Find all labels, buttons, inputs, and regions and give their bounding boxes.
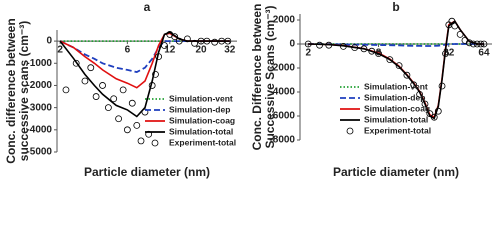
data-point [72, 59, 80, 67]
data-point [115, 115, 123, 123]
x-axis-label: Particle diameter (nm) [333, 165, 459, 179]
data-point [430, 113, 438, 121]
figure: a Particle diameter (nm) Conc. difference … [4, 0, 492, 179]
data-point [62, 86, 70, 94]
data-point [465, 39, 473, 47]
y-tick-label: 0 [46, 36, 52, 47]
data-point [99, 82, 106, 89]
y-tick-label: -2000 [26, 80, 52, 91]
x-tick-label: 6 [125, 45, 131, 56]
y-axis-label: successive scans (cm⁻³) [17, 21, 31, 161]
data-point [81, 77, 89, 85]
data-point [410, 81, 418, 89]
data-point [119, 86, 127, 94]
data-point [104, 104, 112, 112]
x-tick-label: 32 [224, 45, 236, 56]
legend-label: Simulation-dep [169, 104, 230, 114]
data-point [152, 70, 159, 78]
x-axis-label: Particle diameter (nm) [84, 165, 210, 179]
data-point [426, 110, 434, 117]
data-point [416, 91, 424, 98]
legend-label: Simulation-vent [364, 81, 428, 91]
data-point [211, 38, 219, 46]
data-point [375, 50, 382, 57]
x-tick-label: 20 [195, 45, 207, 56]
legend-label: Experiment-total [364, 125, 431, 135]
data-point [87, 64, 95, 72]
data-point [451, 22, 459, 30]
data-point [224, 37, 232, 45]
y-tick-label: -8000 [269, 135, 295, 146]
data-point [128, 99, 136, 107]
x-tick-label: 32 [443, 48, 455, 59]
data-point [403, 71, 411, 79]
chart-title: a [144, 0, 151, 14]
data-point [133, 121, 141, 129]
y-tick-label: 0 [289, 39, 295, 50]
data-point [191, 39, 198, 47]
y-tick-label: -2000 [269, 63, 295, 74]
data-point [442, 50, 449, 57]
data-point [434, 107, 442, 115]
data-point [123, 126, 131, 134]
data-point [438, 82, 446, 90]
data-point [137, 137, 145, 145]
y-tick-label: 2000 [273, 15, 296, 26]
x-tick-label: 2 [305, 48, 311, 59]
x-tick-label: 12 [164, 45, 176, 56]
series-line [308, 43, 484, 47]
data-point [148, 82, 156, 89]
data-point [92, 93, 100, 100]
series-line [59, 40, 230, 74]
y-tick-label: -5000 [26, 147, 52, 158]
data-point [141, 108, 149, 116]
data-point [456, 31, 464, 38]
data-point [155, 53, 163, 61]
data-point [477, 40, 485, 48]
y-tick-label: -3000 [26, 102, 52, 113]
legend-label: Simulation-coag [169, 115, 235, 125]
legend-marker [151, 139, 159, 147]
y-tick-label: -4000 [269, 87, 295, 98]
y-tick-label: -1000 [26, 58, 52, 69]
data-point [110, 95, 118, 103]
data-point [386, 56, 394, 63]
chart-title: b [392, 0, 399, 14]
data-point [395, 62, 403, 69]
data-point [448, 17, 456, 25]
data-point [360, 45, 368, 53]
legend-label: Simulation-total [169, 126, 233, 136]
data-point [183, 35, 191, 43]
y-axis-label: Conc. Difference between [250, 4, 264, 151]
y-axis-label: Conc. difference between [4, 18, 18, 163]
x-tick-label: 2 [57, 45, 63, 56]
data-point [480, 40, 488, 48]
legend-label: Simulation-coag [364, 103, 430, 113]
legend-label: Simulation-vent [169, 93, 233, 103]
data-point [171, 33, 179, 41]
legend-label: Simulation-total [364, 114, 428, 124]
y-tick-label: -6000 [269, 111, 295, 122]
data-point [351, 44, 359, 51]
legend-label: Experiment-total [169, 137, 236, 147]
data-point [325, 41, 333, 49]
data-point [304, 40, 312, 48]
x-tick-label: 64 [478, 48, 490, 59]
y-tick-label: -4000 [26, 124, 52, 135]
legend-marker [346, 127, 354, 135]
y-axis-label: Successive Scans (cm⁻³) [263, 5, 277, 148]
data-point [316, 41, 323, 49]
data-point [368, 47, 376, 55]
legend-label: Simulation-dep [364, 92, 425, 102]
data-point [175, 37, 183, 45]
data-point [470, 40, 477, 48]
data-point [161, 42, 168, 49]
data-point [421, 100, 429, 108]
data-point [203, 37, 211, 45]
data-point [473, 40, 481, 48]
data-point [339, 43, 347, 50]
